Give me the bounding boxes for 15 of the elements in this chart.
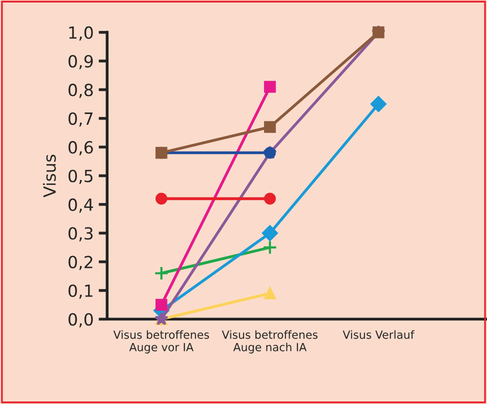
x-tick-label: Visus betroffenes Auge vor IA bbox=[113, 330, 210, 354]
y-tick-label: 0,0 bbox=[68, 313, 93, 328]
y-axis-title: Visus bbox=[42, 154, 56, 198]
y-tick-label: 0,5 bbox=[68, 170, 92, 184]
y-tick-label: 1,0 bbox=[69, 26, 93, 41]
x-tick-label: Visus Verlauf bbox=[342, 330, 414, 339]
y-tick-label: 0,8 bbox=[68, 84, 93, 98]
y-tick-label: 0,7 bbox=[68, 112, 93, 127]
y-tick-label: 0,9 bbox=[68, 54, 93, 70]
y-tick-label: 0,6 bbox=[68, 141, 93, 156]
y-tick-label: 0,2 bbox=[68, 256, 92, 270]
y-tick-label: 0,1 bbox=[68, 284, 92, 299]
y-tick-label: 0,4 bbox=[68, 198, 94, 213]
y-tick-label: 0,3 bbox=[68, 227, 93, 242]
x-tick-label: Visus betroffenes Auge nach IA bbox=[222, 330, 318, 354]
